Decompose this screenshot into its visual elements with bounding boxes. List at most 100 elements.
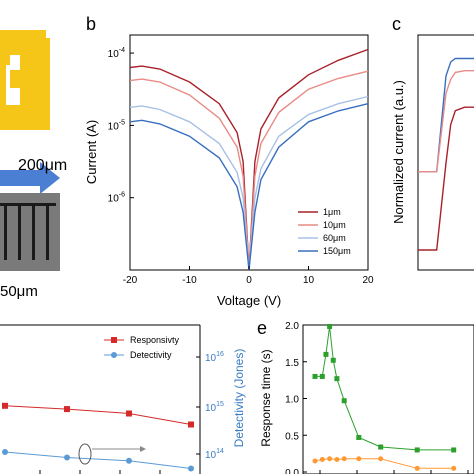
y2-tick-label-1: 1015 <box>205 401 224 414</box>
panel-label-e: e <box>257 318 267 338</box>
legend-label-0: Responsivty <box>130 335 180 345</box>
series-marker-0-5 <box>334 376 340 382</box>
series-marker-1-2 <box>126 457 132 464</box>
sem-bar-top <box>0 203 56 206</box>
series-group-b <box>129 48 369 271</box>
x-tick-label-3: 10 <box>303 275 315 286</box>
series-line-0 <box>418 57 474 173</box>
ylabel-b: Current (A) <box>84 120 99 184</box>
plot-frame-e <box>302 324 474 474</box>
series-marker-1-1 <box>319 457 325 463</box>
y-tick-label-1: 10-5 <box>108 119 125 132</box>
series-line-1 <box>129 70 369 271</box>
sem-finger-3 <box>32 205 35 260</box>
panel-label-b: b <box>86 14 96 34</box>
plot-frame-c <box>417 34 474 271</box>
series-marker-0-1 <box>64 406 70 413</box>
device-notch <box>10 70 44 88</box>
series-line-2 <box>418 106 474 251</box>
scale-label-200um: 200μm <box>18 157 67 174</box>
device-finger-3 <box>0 110 46 130</box>
series-marker-1-0 <box>2 449 8 455</box>
y-tick-label-2: 1.0 <box>285 395 299 406</box>
series-marker-0-4 <box>330 357 336 363</box>
y-tick-label-2: 10-4 <box>108 47 125 60</box>
series-marker-1-0 <box>312 458 318 464</box>
series-marker-1-7 <box>414 465 420 471</box>
panel-d: Responsivty Detectivity 1014 1015 1016 Dete… <box>0 324 246 474</box>
series-marker-0-0 <box>312 373 318 379</box>
axis-ticks-b: -20 -10 0 10 20 10-6 10-5 10-4 <box>108 47 374 286</box>
sem-finger-4 <box>46 205 49 260</box>
series-marker-0-1 <box>319 373 325 379</box>
legend-d: Responsivty Detectivity <box>104 335 180 360</box>
series-line-0 <box>315 326 454 451</box>
annotation-arrowhead <box>140 446 146 452</box>
series-marker-0-6 <box>341 398 347 404</box>
device-side-bar <box>44 38 50 130</box>
legend-swatch-marker-0 <box>111 337 117 343</box>
panel-e: e 0.0 0.5 1.0 1.5 2.0 Response time (s) <box>257 318 474 474</box>
series-marker-0-3 <box>327 323 333 329</box>
y2-tick-label-0: 1014 <box>205 448 224 461</box>
series-line-1 <box>418 69 474 173</box>
panel-a: 200μm 50μm <box>0 30 67 300</box>
x-tick-label-4: 20 <box>362 275 374 286</box>
legend-label-0: 1μm <box>323 207 341 217</box>
annotation-ellipse <box>78 443 92 465</box>
x-tick-label-1: -10 <box>182 275 197 286</box>
panel-c: c Normalized current (a.u.) <box>391 14 474 271</box>
series-marker-0-7 <box>356 434 362 440</box>
series-marker-0-3 <box>188 421 194 428</box>
y-tick-label-0: 0.0 <box>285 468 299 474</box>
series-marker-1-1 <box>64 454 70 461</box>
series-marker-0-10 <box>451 447 457 453</box>
series-line-1 <box>4 451 192 469</box>
series-marker-0-2 <box>126 410 132 417</box>
series-marker-0-2 <box>323 351 329 357</box>
series-group-c <box>418 57 474 251</box>
legend-label-3: 150μm <box>323 246 351 256</box>
series-marker-1-6 <box>378 456 384 462</box>
legend-swatch-marker-1 <box>111 352 117 358</box>
series-line-2 <box>129 95 369 271</box>
legend-label-1: Detectivity <box>130 350 172 360</box>
series-marker-1-8 <box>451 465 457 471</box>
ylabel-c: Normalized current (a.u.) <box>391 80 406 224</box>
series-marker-1-3 <box>188 465 194 472</box>
series-marker-1-2 <box>327 456 333 462</box>
legend-label-2: 60μm <box>323 233 346 243</box>
series-marker-0-8 <box>378 444 384 450</box>
series-line-3 <box>129 103 369 271</box>
series-line-0 <box>4 405 192 425</box>
x-tick-label-0: -20 <box>123 275 138 286</box>
device-finger-1 <box>0 30 46 50</box>
series-marker-0-9 <box>414 447 420 453</box>
device-top-bar <box>0 38 6 118</box>
series-group-e <box>312 323 457 471</box>
series-marker-1-5 <box>356 456 362 462</box>
series-marker-0-0 <box>2 402 8 409</box>
series-group-d <box>2 402 194 472</box>
scale-arrow <box>0 162 60 194</box>
series-marker-1-3 <box>334 457 340 463</box>
y-tick-label-1: 0.5 <box>285 431 299 442</box>
y2-tick-label-2: 1016 <box>205 351 224 364</box>
axis-ticks-d: 1014 1015 1016 <box>39 351 224 474</box>
ylabel-e: Response time (s) <box>259 349 273 446</box>
legend-b: 1μm 10μm 60μm 150μm <box>298 207 351 256</box>
y-tick-label-0: 10-6 <box>108 192 125 205</box>
y-tick-label-3: 1.5 <box>285 358 299 369</box>
legend-label-1: 10μm <box>323 220 346 230</box>
panel-label-c: c <box>392 14 401 34</box>
y-tick-label-4: 2.0 <box>285 321 299 332</box>
xlabel-b: Voltage (V) <box>217 293 281 308</box>
axis-ticks-e: 0.0 0.5 1.0 1.5 2.0 <box>285 321 469 474</box>
panel-b: b -20 -10 0 10 20 10-6 10-5 10-4 1μm 10μm 60μm 150… <box>84 14 374 308</box>
sem-finger-1 <box>4 205 7 260</box>
x-tick-label-2: 0 <box>246 275 252 286</box>
scale-label-50um: 50μm <box>0 283 38 300</box>
series-marker-1-4 <box>341 456 347 462</box>
y2label-d: Detectivity (Jones) <box>232 349 246 448</box>
